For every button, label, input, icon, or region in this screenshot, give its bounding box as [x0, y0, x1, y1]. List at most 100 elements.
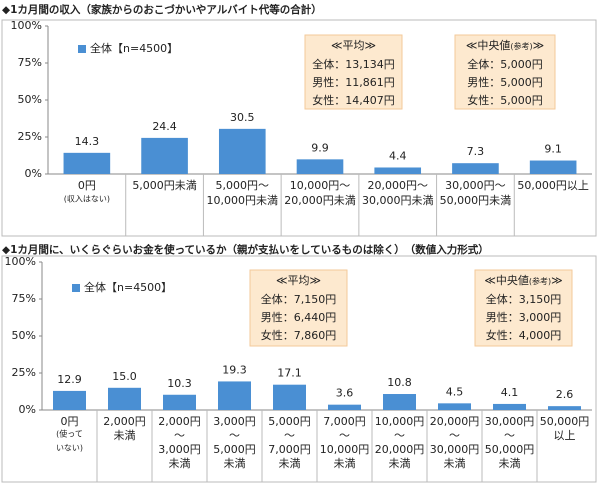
- data-label: 17.1: [277, 367, 302, 380]
- bar: [374, 167, 422, 174]
- annotation-heading: ≪平均≫: [276, 274, 321, 287]
- x-tick-label: 10,000円: [375, 415, 425, 428]
- x-tick-label: 5,000円: [213, 443, 256, 456]
- x-tick-label: 10,000円～: [290, 179, 351, 192]
- bar: [548, 406, 581, 410]
- bar: [163, 394, 196, 410]
- x-tick-label: 未満: [279, 457, 301, 470]
- x-tick-label: (使って: [56, 429, 83, 439]
- data-label: 2.6: [556, 388, 574, 401]
- x-tick-label: 2,000円: [103, 415, 146, 428]
- data-label: 3.6: [336, 387, 354, 400]
- annotation-heading-part: ≪中央値: [484, 274, 529, 287]
- bar: [218, 128, 266, 174]
- legend-swatch: [78, 45, 86, 53]
- x-tick-label: 未満: [224, 457, 246, 470]
- annotation-line: 女性：4,000円: [486, 328, 562, 342]
- annotation-heading-part: (参考): [510, 41, 532, 51]
- legend-swatch: [72, 284, 80, 292]
- annotation-heading: ≪平均≫: [331, 39, 376, 52]
- x-tick-label: 30,000円: [430, 443, 480, 456]
- annotation-line: 女性：5,000円: [467, 93, 543, 107]
- x-tick-label: 50,000円: [540, 415, 590, 428]
- bar: [328, 404, 361, 410]
- data-label: 15.0: [112, 370, 137, 383]
- data-label: 14.3: [75, 135, 100, 148]
- y-tick-label: 0%: [19, 403, 36, 416]
- x-tick-label: 0円: [78, 179, 96, 192]
- annotation-line: 女性：14,407円: [312, 93, 395, 107]
- x-tick-label: 50,000円以上: [517, 179, 589, 192]
- annotation-box: [474, 269, 573, 347]
- x-tick-label: ～: [504, 429, 515, 442]
- chart-frame: [1, 19, 597, 237]
- bar: [108, 387, 141, 410]
- bar: [63, 152, 111, 174]
- x-tick-label: 50,000円未満: [440, 194, 512, 207]
- annotation-heading-part: ≪平均≫: [331, 39, 376, 52]
- annotation-heading: ≪中央値(参考)≫: [466, 39, 544, 52]
- x-tick-label: 未満: [114, 429, 136, 442]
- x-tick-label: ～: [394, 429, 405, 442]
- x-tick-label: 20,000円: [375, 443, 425, 456]
- x-tick-label: 10,000円: [320, 443, 370, 456]
- y-tick-label: 25%: [18, 130, 42, 143]
- y-tick-label: 50%: [12, 329, 36, 342]
- data-label: 4.5: [446, 385, 464, 398]
- bar: [493, 403, 526, 410]
- annotation-heading-part: ≪平均≫: [276, 274, 321, 287]
- data-label: 19.3: [222, 363, 247, 376]
- x-tick-label: 5,000円～: [216, 179, 270, 192]
- x-tick-label: (収入はない): [64, 194, 110, 204]
- x-tick-label: 2,000円: [158, 415, 201, 428]
- x-tick-label: 未満: [334, 457, 356, 470]
- x-tick-label: ～: [174, 429, 185, 442]
- annotation-heading-part: ≪中央値: [466, 39, 511, 52]
- x-tick-label: 50,000円: [485, 443, 535, 456]
- x-tick-label: いない): [56, 444, 83, 453]
- annotation-line: 全体：13,134円: [312, 57, 395, 71]
- y-tick-label: 100%: [11, 19, 42, 32]
- annotation-line: 男性：5,000円: [467, 75, 543, 89]
- x-tick-label: 以上: [554, 429, 576, 442]
- bar: [438, 403, 471, 410]
- x-tick-label: 30,000円: [485, 415, 535, 428]
- data-label: 12.9: [57, 373, 82, 386]
- data-label: 4.4: [389, 149, 407, 162]
- chart-frame: [1, 255, 597, 483]
- annotation-line: 男性：3,000円: [486, 310, 562, 324]
- x-tick-label: 20,000円: [430, 415, 480, 428]
- annotation-box: [304, 34, 403, 110]
- data-label: 4.1: [501, 386, 519, 399]
- data-label: 9.9: [311, 141, 329, 154]
- x-tick-label: 0円: [61, 415, 79, 428]
- x-tick-label: 未満: [444, 457, 466, 470]
- x-tick-label: 未満: [499, 457, 521, 470]
- bar: [53, 390, 86, 410]
- x-tick-label: 10,000円未満: [207, 194, 279, 207]
- chart-title: ◆1カ月間に、いくらぐらいお金を使っているか（親が支払いをしているものは除く） …: [2, 243, 489, 256]
- x-tick-label: ～: [449, 429, 460, 442]
- y-tick-label: 75%: [12, 292, 36, 305]
- x-tick-label: ～: [339, 429, 350, 442]
- x-tick-label: 未満: [169, 457, 191, 470]
- data-label: 7.3: [467, 145, 485, 158]
- y-tick-label: 50%: [18, 93, 42, 106]
- legend-label: 全体【n=4500】: [90, 41, 178, 55]
- x-tick-label: 20,000円～: [367, 179, 428, 192]
- x-tick-label: 3,000円: [158, 443, 201, 456]
- data-label: 10.8: [387, 376, 412, 389]
- data-label: 10.3: [167, 377, 192, 390]
- x-tick-label: 7,000円: [323, 415, 366, 428]
- bar: [296, 159, 344, 174]
- annotation-line: 全体：7,150円: [261, 292, 337, 306]
- y-tick-label: 75%: [18, 56, 42, 69]
- annotation-line: 女性：7,860円: [261, 328, 337, 342]
- annotation-box: [454, 34, 556, 110]
- annotation-line: 全体：5,000円: [467, 57, 543, 71]
- x-tick-label: 5,000円未満: [132, 179, 197, 192]
- y-tick-label: 100%: [5, 255, 36, 268]
- bar: [141, 137, 188, 174]
- bar: [529, 160, 577, 174]
- x-tick-label: 30,000円未満: [362, 194, 434, 207]
